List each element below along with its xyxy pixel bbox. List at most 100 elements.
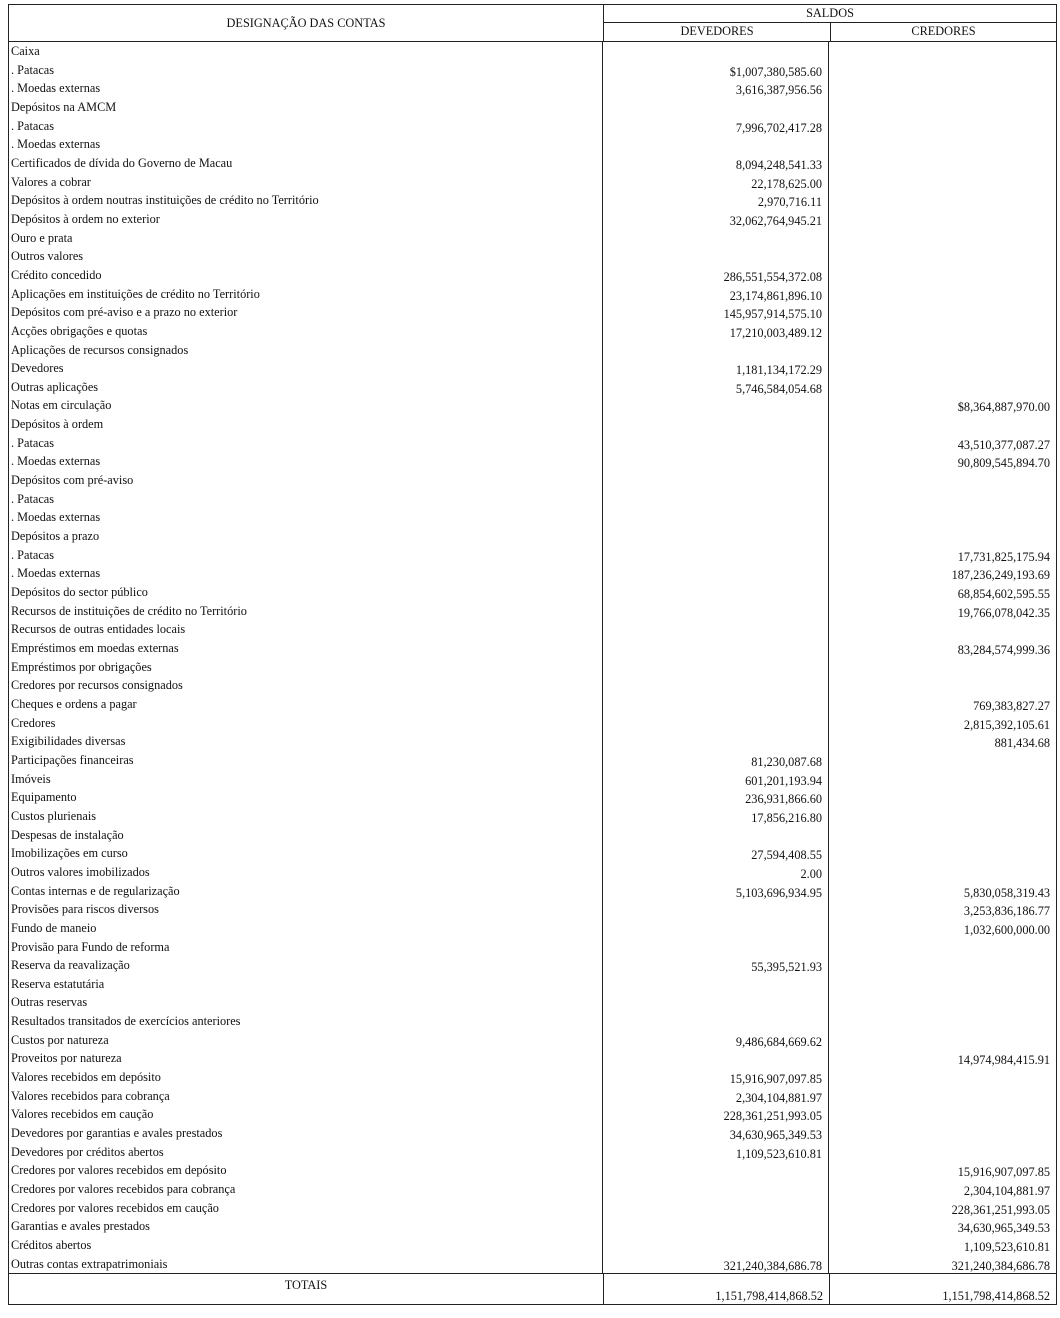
table-row: Imobilizações em curso 27,594,408.55 bbox=[9, 844, 1056, 863]
totals-row: TOTAIS 1,151,798,414,868.52 1,151,798,41… bbox=[9, 1273, 1056, 1305]
credores-value bbox=[829, 285, 1056, 304]
header-subcolumns: DEVEDORES CREDORES bbox=[604, 23, 1056, 41]
account-name: Outros valores imobilizados bbox=[9, 862, 603, 882]
account-name: Valores a cobrar bbox=[9, 172, 603, 192]
table-row: Aplicações de recursos consignados bbox=[9, 340, 1056, 360]
header-saldos: SALDOS bbox=[604, 5, 1056, 23]
credores-value bbox=[829, 751, 1056, 770]
credores-value bbox=[829, 527, 1056, 546]
header-saldos-group: SALDOS DEVEDORES CREDORES bbox=[604, 5, 1056, 41]
account-name: Ouro e prata bbox=[9, 228, 603, 248]
devedores-value bbox=[603, 937, 829, 957]
devedores-value: 8,094,248,541.33 bbox=[603, 153, 829, 173]
devedores-value bbox=[603, 340, 829, 360]
devedores-value bbox=[603, 620, 829, 639]
devedores-value bbox=[603, 508, 829, 528]
devedores-value bbox=[603, 713, 829, 733]
account-name: . Moedas externas bbox=[9, 452, 603, 472]
devedores-value bbox=[603, 97, 829, 117]
account-name: . Patacas bbox=[9, 545, 603, 565]
account-name: Reserva estatutária bbox=[9, 974, 603, 994]
devedores-value: 145,957,914,575.10 bbox=[603, 303, 829, 322]
credores-value bbox=[829, 322, 1056, 341]
table-row: Credores por valores recebidos em caução… bbox=[9, 1198, 1056, 1218]
credores-value: 769,383,827.27 bbox=[973, 698, 1050, 713]
table-row: Depósitos à ordem no exterior 32,062,764,… bbox=[9, 209, 1056, 229]
credores-value bbox=[829, 173, 1056, 192]
credores-value: 187,236,249,193.69 bbox=[951, 568, 1050, 583]
credores-value bbox=[829, 993, 1056, 1012]
table-row: Proveitos por natureza 14,974,984,415.91 bbox=[9, 1049, 1056, 1069]
devedores-value bbox=[603, 1180, 829, 1199]
table-row: Valores a cobrar 22,178,625.00 bbox=[9, 172, 1056, 192]
credores-value: 34,630,965,349.53 bbox=[957, 1221, 1050, 1236]
devedores-value: 1,109,523,610.81 bbox=[603, 1142, 829, 1162]
table-row: Credores por recursos consignados bbox=[9, 676, 1056, 695]
devedores-value bbox=[603, 1198, 829, 1218]
credores-value bbox=[829, 471, 1056, 490]
devedores-value bbox=[603, 676, 829, 695]
account-name: Depósitos à ordem bbox=[9, 415, 603, 434]
table-row: Empréstimos em moedas externas 83,284,574… bbox=[9, 639, 1056, 658]
account-name: Credores por recursos consignados bbox=[9, 676, 603, 695]
devedores-value bbox=[603, 1049, 829, 1069]
account-name: Outros valores bbox=[9, 247, 603, 266]
table-row: Depósitos na AMCM bbox=[9, 97, 1056, 117]
credores-value bbox=[829, 303, 1056, 322]
devedores-value bbox=[603, 545, 829, 565]
devedores-value bbox=[603, 415, 829, 434]
account-name: . Patacas bbox=[9, 116, 603, 136]
table-row: Credores 2,815,392,105.61 bbox=[9, 713, 1056, 733]
devedores-value bbox=[603, 396, 829, 416]
account-name: Credores por valores recebidos para cobr… bbox=[9, 1180, 603, 1199]
account-name: . Moedas externas bbox=[9, 508, 603, 528]
table-row: Outros valores bbox=[9, 247, 1056, 266]
devedores-value: 23,174,861,896.10 bbox=[603, 284, 829, 304]
credores-value bbox=[829, 266, 1056, 285]
account-name: Valores recebidos para cobrança bbox=[9, 1086, 603, 1106]
table-row: Participações financeiras 81,230,087.68 bbox=[9, 750, 1056, 770]
credores-value: 881,434.68 bbox=[994, 736, 1050, 751]
table-row: Provisão para Fundo de reforma bbox=[9, 937, 1056, 957]
devedores-value bbox=[603, 471, 829, 490]
table-row: Valores recebidos em caução 228,361,251,9… bbox=[9, 1105, 1056, 1125]
table-row: Outros valores imobilizados 2.00 bbox=[9, 862, 1056, 882]
table-row: Certificados de dívida do Governo de Mac… bbox=[9, 153, 1056, 173]
account-name: Provisões para riscos diversos bbox=[9, 900, 603, 919]
credores-value bbox=[829, 844, 1056, 863]
credores-value bbox=[829, 975, 1056, 994]
table-row: . Moedas externas 187,236,249,193.69 bbox=[9, 564, 1056, 584]
account-name: Fundo de maneio bbox=[9, 918, 603, 938]
table-row: Provisões para riscos diversos 3,253,836,… bbox=[9, 900, 1056, 919]
devedores-value bbox=[603, 527, 829, 546]
credores-value bbox=[829, 788, 1056, 807]
table-row: . Moedas externas bbox=[9, 508, 1056, 528]
devedores-value: 7,996,702,417.28 bbox=[603, 116, 829, 136]
table-row: . Moedas externas 3,616,387,956.56 bbox=[9, 79, 1056, 98]
devedores-value: 81,230,087.68 bbox=[603, 750, 829, 770]
table-body: Caixa. Patacas $1,007,380,585.60. Moedas … bbox=[9, 42, 1056, 1274]
devedores-value: 2.00 bbox=[603, 862, 829, 882]
account-name: Depósitos à ordem no exterior bbox=[9, 209, 603, 229]
account-name: Imobilizações em curso bbox=[9, 844, 603, 863]
table-row: Fundo de maneio 1,032,600,000.00 bbox=[9, 918, 1056, 938]
header-credores: CREDORES bbox=[911, 24, 976, 38]
devedores-value bbox=[603, 433, 829, 453]
devedores-value: 5,103,696,934.95 bbox=[603, 881, 829, 901]
table-row: . Moedas externas bbox=[9, 135, 1056, 154]
account-name: Equipamento bbox=[9, 788, 603, 807]
table-row: . Patacas 17,731,825,175.94 bbox=[9, 545, 1056, 565]
devedores-value: 286,551,554,372.08 bbox=[603, 265, 829, 285]
account-name: Cheques e ordens a pagar bbox=[9, 694, 603, 714]
table-row: Custos plurienais 17,856,216.80 bbox=[9, 806, 1056, 826]
credores-value bbox=[829, 658, 1056, 677]
credores-value: 19,766,078,042.35 bbox=[957, 605, 1050, 620]
credores-value: 15,916,907,097.85 bbox=[957, 1165, 1050, 1180]
account-name: Caixa bbox=[9, 42, 603, 61]
account-name: Credores por valores recebidos em depósi… bbox=[9, 1161, 603, 1181]
account-name: Depósitos na AMCM bbox=[9, 97, 603, 117]
account-name: Credores bbox=[9, 713, 603, 733]
credores-value bbox=[829, 770, 1056, 789]
credores-value bbox=[829, 191, 1056, 210]
devedores-value: 22,178,625.00 bbox=[603, 172, 829, 192]
